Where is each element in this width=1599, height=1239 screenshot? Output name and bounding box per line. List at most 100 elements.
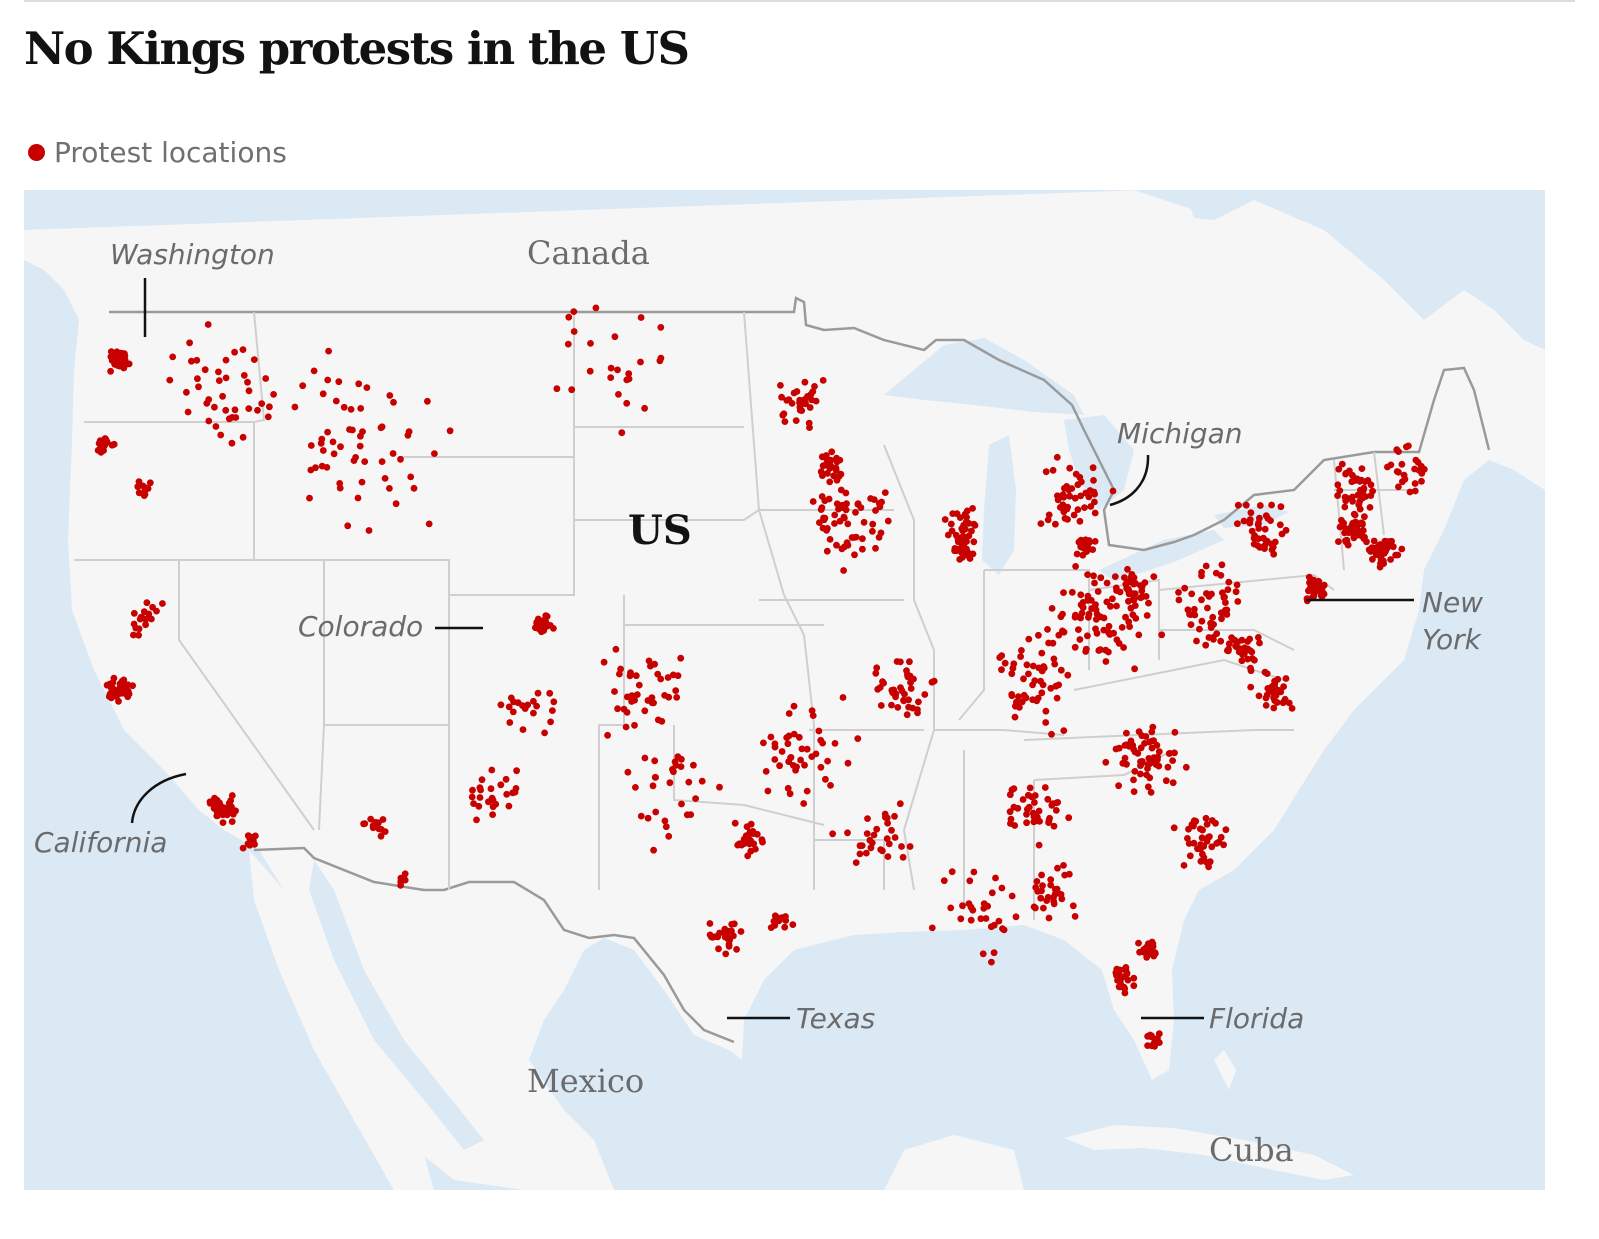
protest-dot: [330, 450, 338, 458]
protest-dot: [635, 681, 643, 689]
protest-dot: [219, 819, 227, 826]
protest-dot: [1123, 729, 1130, 737]
protest-dot: [905, 703, 912, 711]
protest-dot: [877, 846, 885, 853]
protest-dot: [335, 378, 343, 386]
lake-michigan: [982, 435, 1016, 575]
protest-dot: [616, 670, 623, 678]
protest-dot: [1093, 629, 1101, 637]
protest-dot: [1354, 530, 1361, 538]
protest-dot: [1311, 583, 1319, 591]
protest-dot: [356, 442, 364, 450]
protest-dot: [1205, 863, 1212, 871]
protest-dot: [1020, 675, 1027, 683]
land-baja: [249, 850, 434, 1190]
protest-dot: [836, 456, 844, 464]
protest-dot: [795, 733, 803, 741]
protest-dot: [1351, 474, 1358, 482]
protest-dot: [1050, 893, 1057, 901]
protest-dot: [1398, 460, 1406, 468]
protest-dot: [1232, 642, 1239, 650]
protest-dot: [612, 645, 620, 653]
protest-dot: [858, 842, 866, 849]
protest-dot: [1203, 590, 1210, 597]
protest-dot: [901, 690, 908, 698]
protest-dot: [771, 756, 779, 763]
protest-dot: [910, 675, 917, 683]
protest-dot: [657, 324, 665, 331]
protest-dot: [116, 682, 124, 690]
protest-dot: [1202, 641, 1210, 649]
protest-dot: [965, 900, 973, 907]
protest-dot: [1050, 655, 1058, 663]
protest-dot: [586, 367, 594, 375]
protest-dot: [1208, 817, 1216, 824]
protest-dot: [1109, 595, 1116, 603]
protest-dot: [921, 691, 929, 698]
protest-dot: [842, 506, 850, 514]
protest-dot: [107, 348, 115, 356]
protest-dot: [1045, 511, 1053, 519]
protest-dot: [143, 599, 151, 607]
protest-dot: [1124, 565, 1131, 573]
protest-dot: [231, 348, 239, 356]
protest-dot: [473, 816, 480, 824]
protest-dot: [1367, 492, 1375, 499]
protest-dot: [540, 618, 548, 625]
protest-dot: [106, 680, 114, 688]
protest-dot: [1127, 604, 1135, 612]
protest-dot: [217, 431, 225, 439]
protest-dot: [148, 615, 155, 623]
protest-dot: [852, 509, 859, 516]
protest-dot: [245, 387, 253, 395]
protest-dot: [489, 803, 497, 811]
protest-dot: [1351, 511, 1359, 519]
protest-dot: [135, 478, 143, 485]
protest-dot: [651, 757, 659, 765]
protest-dot: [329, 438, 337, 446]
protest-dot: [900, 697, 908, 705]
protest-dot: [647, 662, 654, 670]
protest-dot: [618, 429, 626, 437]
protest-dot: [1122, 964, 1130, 971]
protest-dot: [614, 705, 621, 713]
protest-dot: [839, 694, 847, 701]
protest-dot: [1192, 817, 1200, 825]
protest-dot: [899, 853, 907, 861]
protest-dot: [1278, 530, 1286, 538]
protest-dot: [808, 396, 815, 404]
label-colorado: Colorado: [298, 610, 423, 643]
protest-dot: [1148, 744, 1156, 752]
protest-dot: [641, 754, 649, 762]
protest-dot: [864, 815, 871, 822]
protest-dot: [881, 489, 889, 496]
protest-dot: [1198, 596, 1205, 604]
protest-dot: [407, 473, 415, 481]
protest-dot: [872, 507, 879, 514]
protest-dot: [1372, 551, 1380, 559]
protest-dot: [1338, 460, 1346, 468]
protest-dot: [1077, 614, 1084, 621]
protest-dot: [306, 494, 313, 502]
protest-dot: [1105, 622, 1113, 630]
protest-dot: [674, 753, 682, 761]
protest-dot: [1137, 582, 1144, 589]
protest-dot: [153, 607, 160, 615]
protest-dot: [1047, 876, 1055, 883]
protest-dot: [240, 372, 248, 379]
protest-dot: [1120, 644, 1127, 651]
protest-dot: [1097, 574, 1105, 582]
protest-dot: [1218, 561, 1226, 569]
protest-dot: [1246, 519, 1254, 527]
protest-dot: [906, 843, 914, 850]
protest-dot: [1256, 514, 1263, 522]
protest-dot: [885, 840, 893, 848]
protest-dot: [970, 868, 978, 876]
protest-dot: [891, 834, 899, 841]
protest-dot: [762, 768, 770, 775]
protest-dot: [1271, 679, 1279, 687]
protest-dot: [312, 464, 319, 472]
protest-dot: [587, 340, 594, 347]
protest-dot: [1254, 634, 1262, 641]
protest-dot: [1234, 501, 1242, 509]
